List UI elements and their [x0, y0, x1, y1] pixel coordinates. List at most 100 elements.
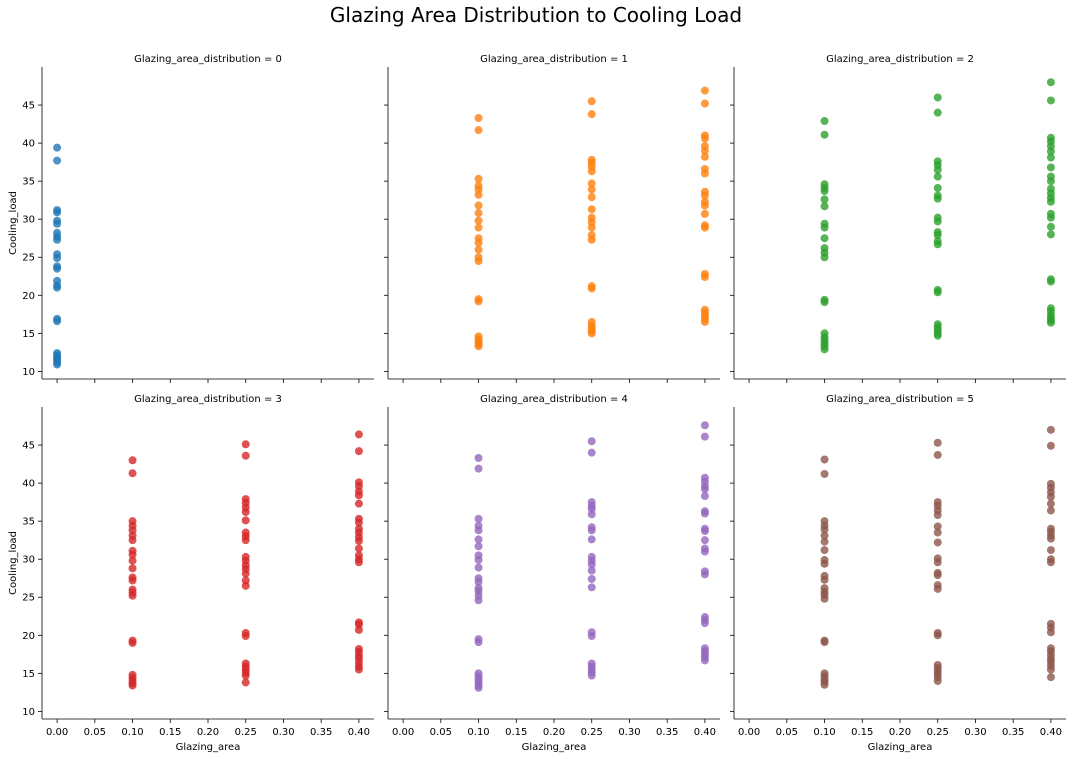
data-point: [474, 223, 483, 232]
data-point: [933, 528, 942, 537]
data-point: [700, 223, 709, 232]
data-point: [820, 234, 829, 243]
data-point: [933, 450, 942, 459]
data-point: [820, 638, 829, 647]
data-point: [933, 538, 942, 547]
x-tick-label: 0.25: [927, 727, 949, 738]
data-point: [241, 508, 250, 517]
data-point: [241, 451, 250, 460]
x-tick-label: 0.30: [618, 727, 640, 738]
y-tick-label: 30: [22, 555, 35, 566]
data-point: [700, 169, 709, 178]
data-point: [820, 680, 829, 689]
data-point: [1046, 425, 1055, 434]
x-tick-label: 0.15: [505, 727, 527, 738]
data-point: [933, 584, 942, 593]
y-tick-label: 15: [22, 669, 35, 680]
data-point: [820, 298, 829, 307]
data-point: [587, 632, 596, 641]
data-point: [1046, 534, 1055, 543]
data-point: [700, 547, 709, 556]
data-point: [700, 99, 709, 108]
data-point: [1046, 665, 1055, 674]
data-point: [354, 544, 363, 553]
data-point: [587, 110, 596, 119]
data-point: [820, 525, 829, 534]
data-point: [128, 564, 137, 573]
data-point: [128, 469, 137, 478]
data-point: [474, 514, 483, 523]
data-point: [587, 526, 596, 535]
data-point: [474, 453, 483, 462]
data-point: [1046, 628, 1055, 637]
data-point: [128, 456, 137, 465]
data-point: [933, 217, 942, 226]
data-point: [474, 596, 483, 605]
y-tick-label: 35: [22, 177, 35, 188]
data-point: [700, 152, 709, 161]
data-point: [53, 143, 62, 152]
y-tick-label: 45: [22, 101, 35, 112]
y-tick-label: 10: [22, 707, 35, 718]
data-point: [354, 430, 363, 439]
data-point: [1046, 222, 1055, 231]
data-point: [933, 194, 942, 203]
data-point: [820, 130, 829, 139]
data-point: [700, 619, 709, 628]
data-point: [933, 240, 942, 249]
data-point: [1046, 230, 1055, 239]
x-tick-label: 0.05: [776, 727, 798, 738]
data-point: [128, 536, 137, 545]
x-tick-label: 0.00: [738, 727, 760, 738]
y-tick-label: 20: [22, 631, 35, 642]
data-point: [128, 638, 137, 647]
data-point: [53, 254, 62, 263]
data-point: [587, 97, 596, 106]
y-tick-label: 25: [22, 593, 35, 604]
x-tick-label: 0.20: [197, 727, 219, 738]
y-tick-label: 25: [22, 253, 35, 264]
data-point: [53, 219, 62, 228]
facet-title: Glazing_area_distribution = 0: [134, 54, 282, 65]
data-point: [933, 165, 942, 174]
x-tick-label: 0.40: [1040, 727, 1062, 738]
data-point: [933, 108, 942, 117]
data-point: [1046, 558, 1055, 567]
y-tick-label: 20: [22, 291, 35, 302]
chart-title: Glazing Area Distribution to Cooling Loa…: [330, 3, 742, 27]
facet-title: Glazing_area_distribution = 5: [826, 394, 974, 405]
data-point: [474, 257, 483, 266]
data-point: [1046, 673, 1055, 682]
data-point: [1046, 213, 1055, 222]
data-point: [587, 284, 596, 293]
y-tick-label: 40: [22, 139, 35, 150]
data-point: [700, 273, 709, 282]
facet-panel-3: Glazing_area_distribution = 3 10 15 20 25 30 3…: [8, 394, 374, 753]
facet-title: Glazing_area_distribution = 3: [134, 394, 282, 405]
data-point: [820, 594, 829, 603]
facet-panel-2: Glazing_area_distribution = 2: [730, 54, 1066, 383]
data-point: [354, 518, 363, 527]
data-point: [820, 253, 829, 262]
data-point: [587, 185, 596, 194]
data-point: [700, 86, 709, 95]
data-point: [700, 201, 709, 210]
data-point: [700, 527, 709, 536]
data-point: [587, 193, 596, 202]
data-point: [820, 202, 829, 211]
facet-title: Glazing_area_distribution = 4: [480, 394, 628, 405]
data-point: [700, 191, 709, 200]
x-tick-label: 0.00: [46, 727, 68, 738]
data-point: [474, 342, 483, 351]
data-point: [700, 421, 709, 430]
data-point: [1046, 96, 1055, 105]
data-point: [933, 676, 942, 685]
data-point: [354, 536, 363, 545]
data-point: [474, 683, 483, 692]
data-point: [53, 360, 62, 369]
data-point: [820, 455, 829, 464]
x-tick-label: 0.05: [84, 727, 106, 738]
data-point: [128, 550, 137, 559]
data-point: [933, 288, 942, 297]
